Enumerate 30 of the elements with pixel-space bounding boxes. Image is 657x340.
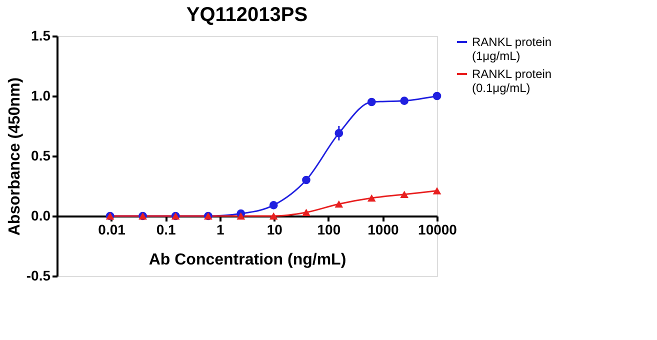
x-tick-label: 1	[216, 222, 224, 238]
point	[302, 208, 310, 216]
point	[302, 176, 310, 184]
point	[269, 212, 278, 220]
point	[400, 190, 408, 198]
y-tick-label: 0.0	[31, 208, 51, 224]
x-axis-title: Ab Concentration (ng/mL)	[148, 252, 346, 268]
x-tick-label: 0.01	[98, 222, 126, 238]
x-tick-label: 10000	[418, 222, 458, 238]
point	[432, 187, 442, 194]
x-tick-label: 10	[266, 222, 283, 238]
point	[269, 201, 278, 210]
y-tick-label: 0.5	[31, 148, 51, 164]
chart-title: YQ112013PS	[186, 4, 308, 26]
x-tick-label: 100	[317, 222, 341, 238]
x-tick-label: 0.1	[156, 222, 176, 238]
y-tick-label: 1.0	[31, 88, 51, 104]
point	[367, 98, 376, 106]
y-tick-label: 1.5	[31, 28, 51, 44]
x-tick-label: 1000	[368, 222, 399, 238]
point	[236, 212, 246, 220]
point	[334, 129, 344, 138]
legend-label: RANKL protein (1μg/mL)	[472, 35, 552, 63]
legend-label: RANKL protein (0.1μg/mL)	[472, 67, 552, 95]
point	[400, 96, 408, 105]
y-tick-label: -0.5	[26, 268, 51, 284]
point	[432, 92, 442, 100]
point	[334, 200, 344, 208]
y-axis-title: Absorbance (450nm)	[6, 77, 24, 236]
point	[367, 194, 376, 202]
